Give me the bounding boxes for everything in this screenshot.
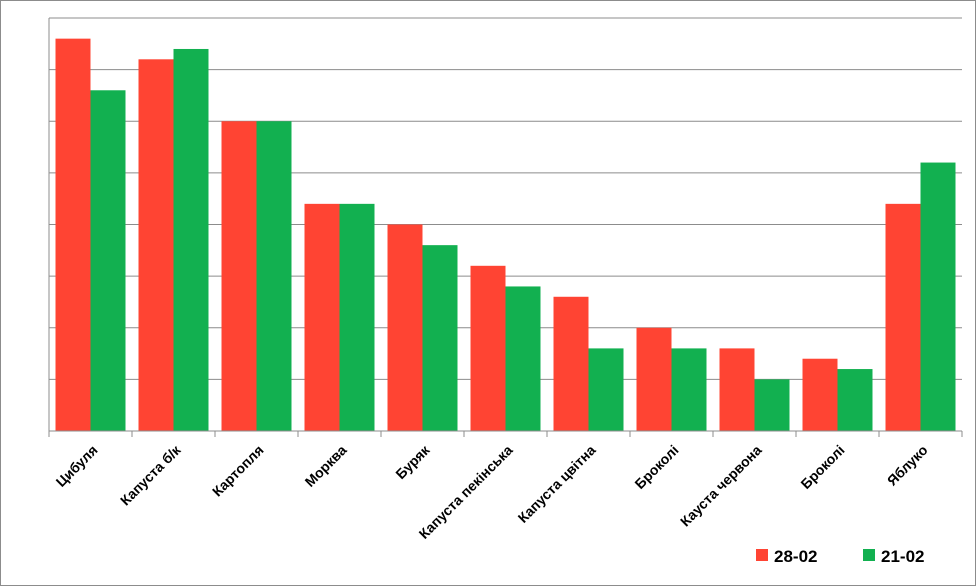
- bar-21-02-6: [588, 348, 624, 431]
- x-tick-label: Броколі: [797, 442, 847, 492]
- x-tick-label: Морква: [302, 442, 350, 490]
- bar-28-02-7: [636, 327, 672, 431]
- bar-28-02-3: [304, 203, 340, 431]
- x-tick-label: Кауста червона: [677, 442, 765, 530]
- bar-28-02-10: [885, 203, 921, 431]
- bar-21-02-10: [920, 162, 956, 432]
- x-tick-label: Картопля: [209, 442, 267, 500]
- bar-21-02-9: [837, 369, 873, 431]
- x-tick-labels: Цибуля Капуста б/к Картопля Морква БурякКапу…: [53, 441, 931, 542]
- legend: 28-02 21-02: [756, 547, 924, 566]
- x-tick-label: Цибуля: [53, 442, 101, 490]
- x-tick-label: Капуста б/к: [117, 441, 184, 508]
- bar-28-02-2: [221, 121, 257, 431]
- legend-label-21-02: 21-02: [881, 547, 924, 566]
- bar-21-02-8: [754, 379, 790, 431]
- bar-21-02-2: [256, 121, 292, 431]
- legend-swatch-28-02: [756, 549, 768, 561]
- axes: [48, 18, 963, 437]
- bars: [55, 38, 956, 432]
- bar-28-02-1: [138, 59, 174, 432]
- bar-28-02-0: [55, 38, 91, 432]
- bar-28-02-5: [470, 265, 506, 431]
- bar-21-02-7: [671, 348, 707, 431]
- x-tick-label: Капуста пекінська: [416, 442, 516, 542]
- bar-21-02-5: [505, 286, 541, 431]
- bar-28-02-4: [387, 224, 423, 431]
- bar-28-02-6: [553, 296, 589, 431]
- legend-label-28-02: 28-02: [774, 547, 817, 566]
- bar-21-02-1: [173, 48, 209, 431]
- x-tick-label: Капуста цвітна: [515, 442, 599, 526]
- legend-swatch-21-02: [863, 549, 875, 561]
- x-tick-label: Буряк: [392, 441, 433, 482]
- bar-28-02-9: [802, 358, 838, 431]
- x-tick-label: Яблуко: [884, 442, 931, 489]
- bar-21-02-0: [90, 90, 126, 432]
- bar-28-02-8: [719, 348, 755, 431]
- bar-21-02-4: [422, 245, 458, 431]
- x-tick-label: Броколі: [631, 442, 681, 492]
- bar-21-02-3: [339, 203, 375, 431]
